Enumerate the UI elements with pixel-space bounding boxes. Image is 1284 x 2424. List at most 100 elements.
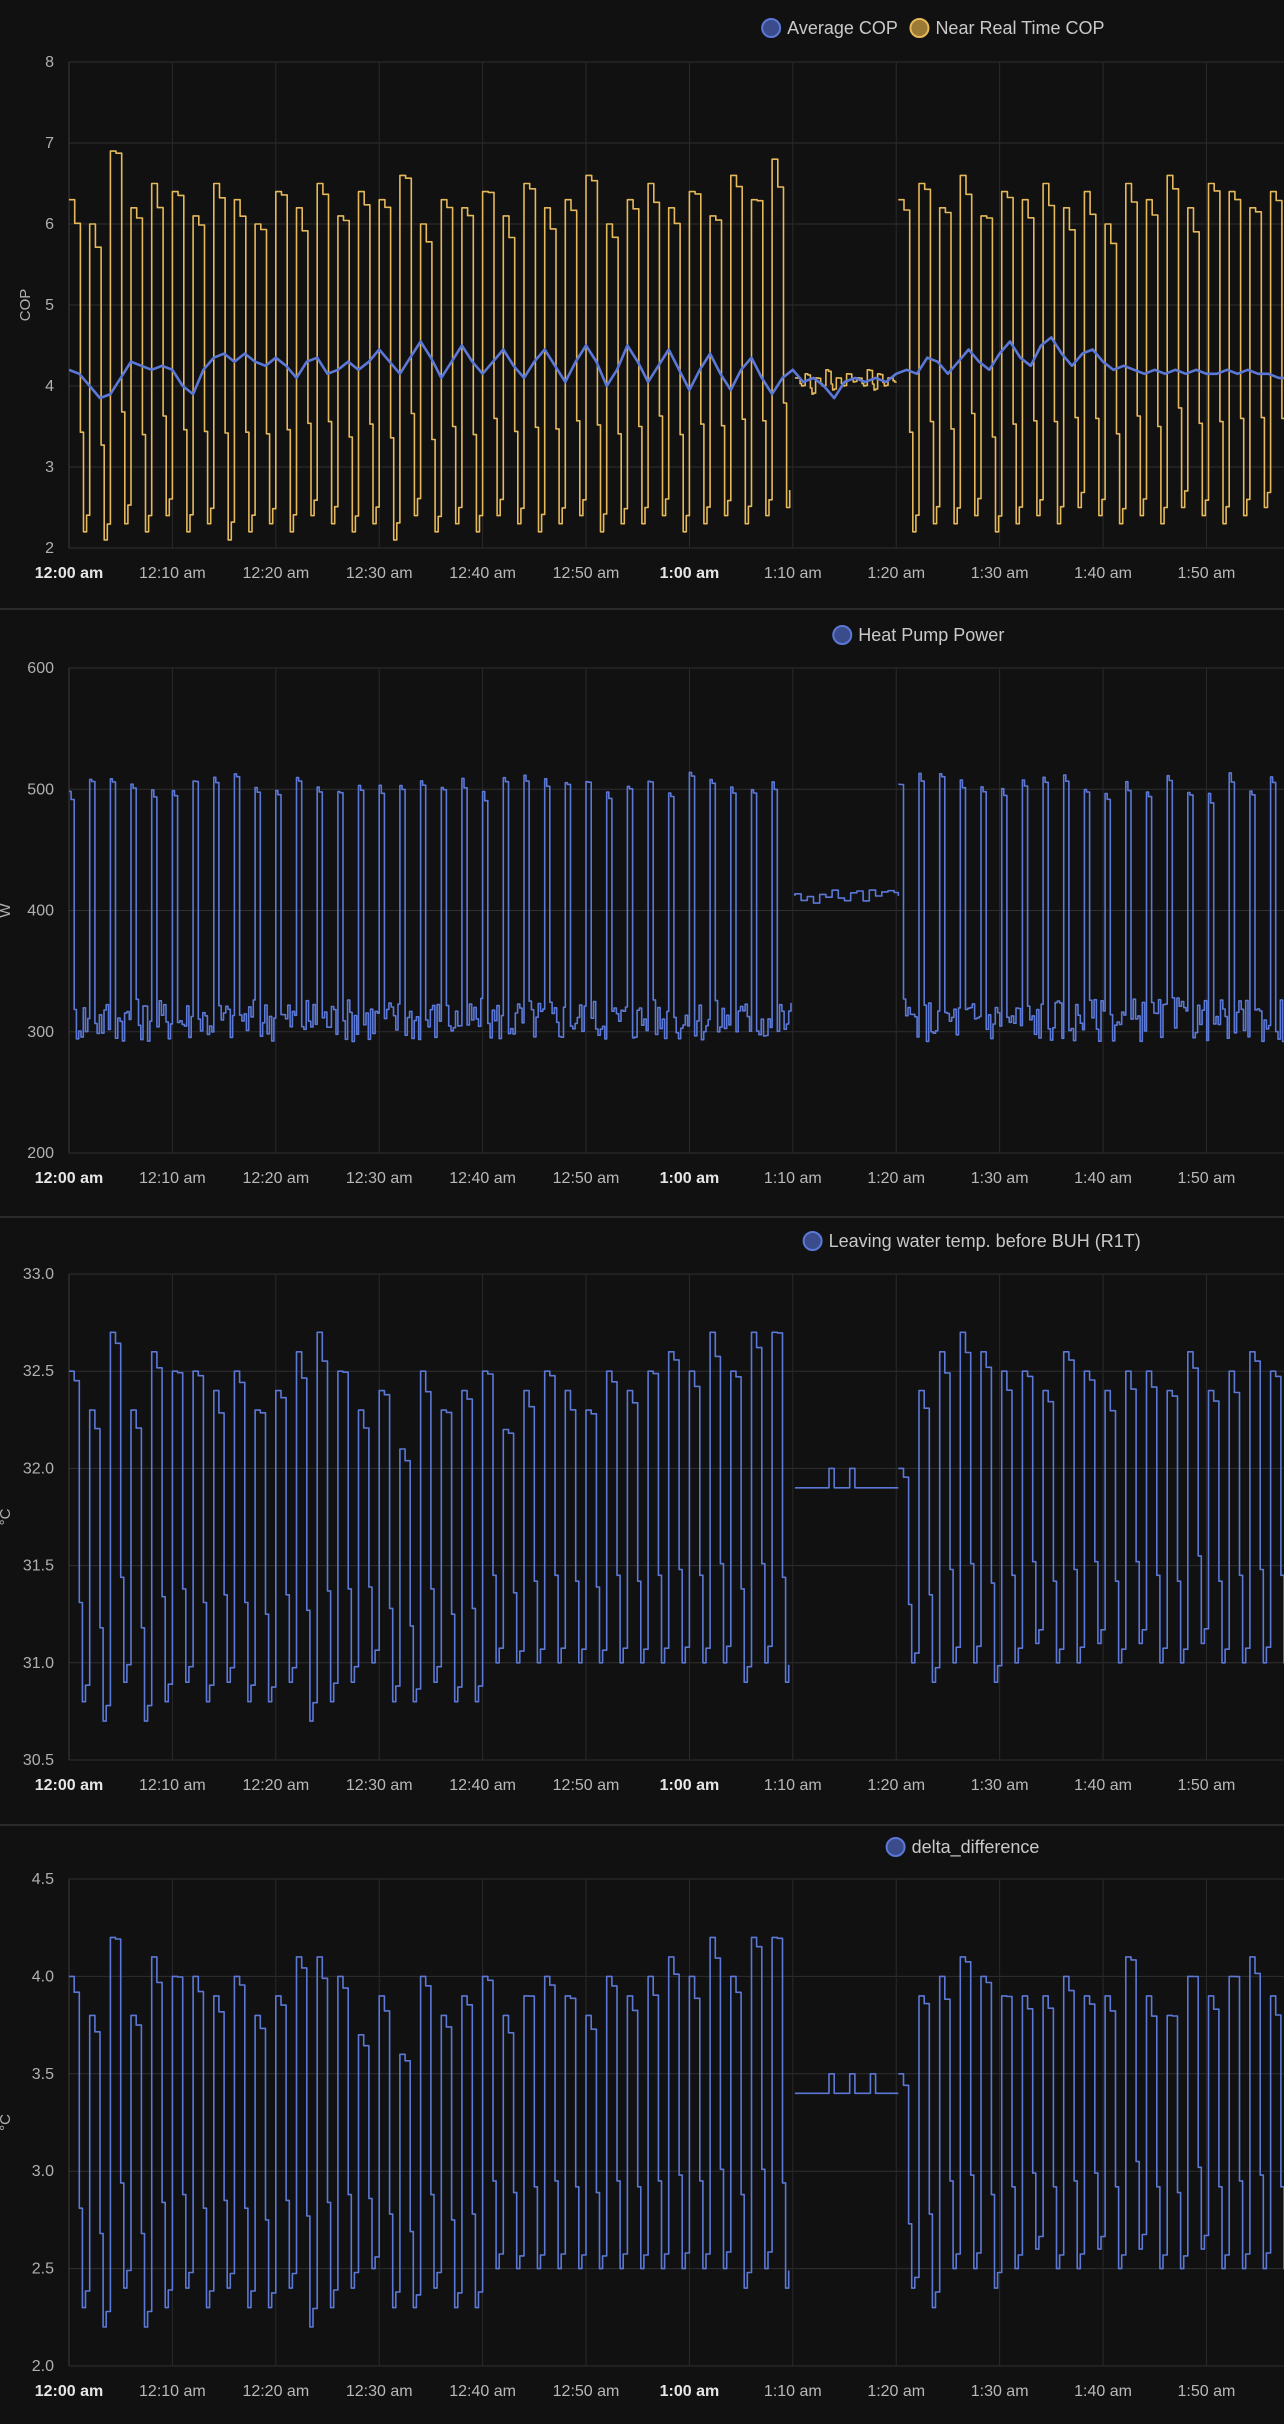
x-tick-label: 1:40 am <box>1074 2383 1132 2400</box>
y-tick-label: 31.5 <box>23 1558 54 1575</box>
x-tick-label: 1:40 am <box>1074 1170 1132 1187</box>
legend-swatch <box>885 1837 906 1857</box>
x-tick-label: 12:00 am <box>35 565 104 582</box>
x-tick-label: 1:50 am <box>1178 1170 1236 1187</box>
x-tick-label: 1:40 am <box>1074 565 1132 582</box>
legend-label: Leaving water temp. before BUH (R1T) <box>829 1231 1141 1251</box>
y-tick-label: 4.5 <box>32 1871 54 1888</box>
leaving-water-chart-panel: 30.5 31.0 31.5 32.0 32.5 33.0 12:00 am 12:10 am… <box>0 1218 1284 1824</box>
y-tick-label: 5 <box>45 297 54 314</box>
x-tick-label: 1:20 am <box>867 2383 925 2400</box>
legend-swatch <box>909 18 930 38</box>
grid <box>68 1273 1284 1761</box>
heat-pump-power-chart[interactable]: 200 300 400 500 600 12:00 am 12:10 am 12:20 am 1… <box>0 610 1284 1216</box>
y-tick-label: 2.0 <box>32 2358 54 2375</box>
legend-label: Near Real Time COP <box>935 18 1104 38</box>
x-tick-label: 1:10 am <box>764 2383 822 2400</box>
x-tick-label: 12:20 am <box>242 565 309 582</box>
x-tick-label: 1:30 am <box>971 1170 1029 1187</box>
legend: Heat Pump Power <box>832 625 1004 645</box>
grid <box>68 61 1284 549</box>
y-tick-label: 32.5 <box>23 1363 54 1380</box>
legend-label: Heat Pump Power <box>858 625 1004 645</box>
grid <box>68 667 1284 1154</box>
y-axis-label: W <box>0 903 14 918</box>
panel-divider <box>0 608 1284 610</box>
x-tick-label: 12:50 am <box>553 1170 620 1187</box>
delta-difference-chart[interactable]: 2.0 2.5 3.0 3.5 4.0 4.5 12:00 am 12:10 am 12:20 … <box>0 1826 1284 2419</box>
y-tick-label: 2.5 <box>32 2261 54 2278</box>
y-tick-label: 400 <box>27 903 54 920</box>
x-tick-label: 12:30 am <box>346 565 413 582</box>
x-tick-label: 12:30 am <box>346 2383 413 2400</box>
legend-item[interactable]: Near Real Time COP <box>909 18 1105 38</box>
grid <box>68 1878 1284 2367</box>
y-tick-label: 7 <box>45 135 54 152</box>
y-tick-label: 8 <box>45 54 54 71</box>
x-tick-label: 1:00 am <box>660 2383 720 2400</box>
legend-item[interactable]: Average COP <box>761 18 898 38</box>
x-tick-label: 1:00 am <box>660 1170 720 1187</box>
legend-label: delta_difference <box>912 1837 1040 1858</box>
x-tick-label: 1:10 am <box>764 1170 822 1187</box>
x-tick-label: 1:30 am <box>971 1777 1029 1794</box>
x-tick-label: 12:00 am <box>35 1777 104 1794</box>
y-tick-label: 33.0 <box>23 1266 54 1283</box>
legend-swatch <box>761 18 782 38</box>
series-line-leaving-water-temp-before-buh-r1t-[interactable] <box>69 1331 1284 1722</box>
y-tick-label: 32.0 <box>23 1460 54 1477</box>
y-tick-label: 31.0 <box>23 1655 54 1672</box>
x-tick-label: 1:10 am <box>764 565 822 582</box>
y-tick-label: 30.5 <box>23 1752 54 1769</box>
y-axis-label: °C <box>0 2114 14 2131</box>
delta-chart-panel: 2.0 2.5 3.0 3.5 4.0 4.5 12:00 am 12:10 am 12:20 … <box>0 1826 1284 2419</box>
legend-item[interactable]: Leaving water temp. before BUH (R1T) <box>802 1231 1141 1251</box>
y-tick-label: 3 <box>45 459 54 476</box>
cop-chart[interactable]: 2 3 4 5 6 7 8 12:00 am 12:10 am 12:20 am 12:30 am 1… <box>0 0 1284 608</box>
x-tick-label: 12:00 am <box>35 2383 104 2400</box>
legend-swatch <box>832 625 853 645</box>
y-tick-label: 200 <box>27 1145 54 1162</box>
series-line-heat-pump-power[interactable] <box>69 771 1284 1043</box>
x-tick-label: 1:20 am <box>867 565 925 582</box>
x-tick-label: 1:30 am <box>971 2383 1029 2400</box>
y-tick-label: 4.0 <box>32 1968 54 1985</box>
y-tick-label: 600 <box>27 660 54 677</box>
y-tick-label: 6 <box>45 216 54 233</box>
x-tick-label: 12:10 am <box>139 1777 206 1794</box>
series-line-near-real-time-cop[interactable] <box>69 150 1284 541</box>
y-tick-label: 4 <box>45 378 54 395</box>
series-line-delta-difference[interactable] <box>69 1936 1284 2328</box>
x-tick-label: 12:10 am <box>139 1170 206 1187</box>
x-tick-label: 12:40 am <box>449 1170 516 1187</box>
x-tick-label: 12:20 am <box>242 1777 309 1794</box>
legend: Average COP Near Real Time COP <box>761 18 1105 38</box>
x-tick-label: 1:30 am <box>971 565 1029 582</box>
x-tick-label: 1:40 am <box>1074 1777 1132 1794</box>
legend: Leaving water temp. before BUH (R1T) <box>802 1231 1141 1251</box>
x-tick-label: 12:40 am <box>449 2383 516 2400</box>
legend: delta_difference <box>885 1837 1040 1858</box>
legend-item[interactable]: Heat Pump Power <box>832 625 1004 645</box>
x-tick-label: 12:20 am <box>242 1170 309 1187</box>
x-tick-label: 1:50 am <box>1178 565 1236 582</box>
legend-item[interactable]: delta_difference <box>885 1837 1040 1858</box>
panel-divider <box>0 1824 1284 1826</box>
y-axis-label: °C <box>0 1508 14 1525</box>
x-tick-label: 12:20 am <box>242 2383 309 2400</box>
x-tick-label: 12:30 am <box>346 1170 413 1187</box>
x-tick-label: 12:50 am <box>553 2383 620 2400</box>
x-tick-label: 1:00 am <box>660 1777 720 1794</box>
y-tick-label: 500 <box>27 781 54 798</box>
cop-chart-panel: 2 3 4 5 6 7 8 12:00 am 12:10 am 12:20 am 12:30 am 1… <box>0 0 1284 608</box>
y-tick-label: 2 <box>45 540 54 557</box>
series-line-average-cop[interactable] <box>69 336 1284 400</box>
x-tick-label: 12:10 am <box>139 2383 206 2400</box>
legend-label: Average COP <box>787 18 898 38</box>
x-tick-label: 12:50 am <box>553 565 620 582</box>
x-tick-label: 12:50 am <box>553 1777 620 1794</box>
leaving-water-temp-chart[interactable]: 30.5 31.0 31.5 32.0 32.5 33.0 12:00 am 12:10 am… <box>0 1218 1284 1824</box>
y-tick-label: 3.5 <box>32 2066 54 2083</box>
y-tick-label: 3.0 <box>32 2163 54 2180</box>
x-tick-label: 1:50 am <box>1178 2383 1236 2400</box>
